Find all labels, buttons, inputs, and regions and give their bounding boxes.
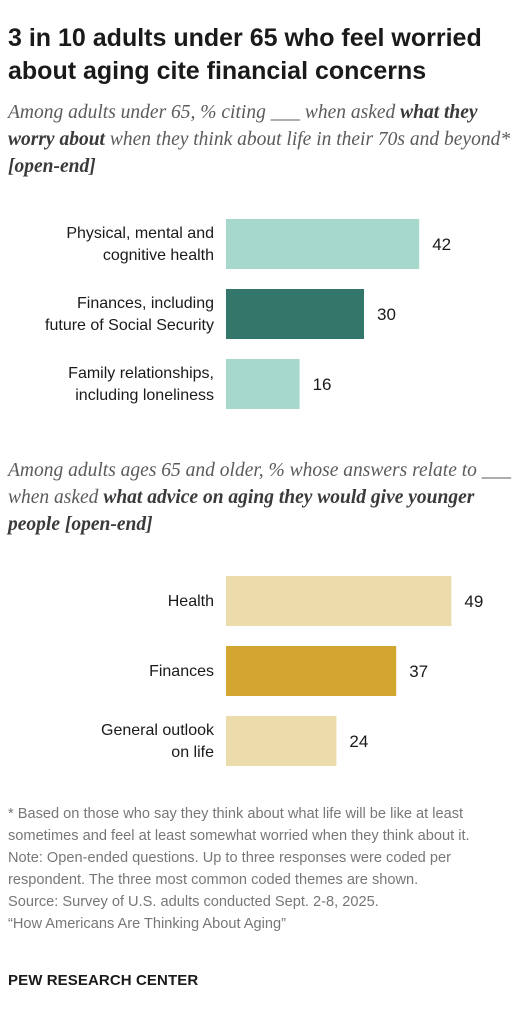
value-label-2-1: 49 [464, 592, 483, 611]
category-label-1-2-line-2: future of Social Security [45, 317, 214, 334]
category-label-2-3-line-2: on life [171, 744, 214, 761]
category-label-2-3-line-1: General outlook [101, 722, 215, 739]
bar-chart-worries-svg: 42 Physical, mental and cognitive health 30… [45, 219, 451, 409]
footnote-report-title: “How Americans Are Thinking About Aging” [8, 916, 286, 932]
bar-2-2 [226, 646, 397, 696]
category-label-1-1-line-2: cognitive health [103, 247, 214, 264]
category-label-1-3-line-2: including loneliness [75, 387, 214, 404]
chart-title: 3 in 10 adults under 65 who feel worried… [8, 24, 482, 85]
bar-chart-advice-svg: 49 Health 37 Finances 24 General outlook on li… [101, 576, 483, 766]
bar-chart-advice: 49 Health 37 Finances 24 General outlook on li… [0, 571, 526, 771]
category-label-2-1-line-1: Health [168, 593, 214, 610]
value-label-1-1: 42 [432, 235, 451, 254]
category-label-1-1-line-1: Physical, mental and [66, 225, 214, 242]
bar-2-3 [226, 716, 337, 766]
bar-2-1 [226, 576, 452, 626]
value-label-1-2: 30 [377, 305, 396, 324]
value-label-2-2: 37 [409, 662, 428, 681]
subtitle-1-text: Among adults under 65, % citing ___ when… [8, 102, 401, 123]
subtitle-1-tag: [open-end] [8, 156, 96, 177]
chart-subtitle-65-plus: Among adults ages 65 and older, % whose … [8, 457, 523, 538]
category-label-1-3-line-1: Family relationships, [68, 365, 214, 382]
value-label-1-3: 16 [313, 375, 332, 394]
subtitle-2-text: Among adults ages 65 and older, % whose … [8, 460, 512, 508]
footnote-note: Note: Open-ended questions. Up to three … [8, 850, 451, 888]
footnote-asterisk: * Based on those who say they think abou… [8, 806, 470, 844]
footnote-source: Source: Survey of U.S. adults conducted … [8, 894, 379, 910]
bar-1-1 [226, 219, 420, 269]
subtitle-1-emphasis: what they worry about [8, 102, 478, 150]
footnotes: * Based on those who say they think abou… [8, 803, 523, 935]
category-label-2-2-line-1: Finances [149, 663, 214, 680]
brand-logo-text: PEW RESEARCH CENTER [8, 972, 199, 989]
value-label-2-3: 24 [349, 732, 368, 751]
bar-chart-worries: 42 Physical, mental and cognitive health 30… [0, 214, 526, 414]
chart-subtitle-under-65: Among adults under 65, % citing ___ when… [8, 99, 523, 180]
subtitle-2-emphasis: what advice on aging they would give you… [8, 487, 475, 535]
bar-1-2 [226, 289, 364, 339]
category-label-1-2-line-1: Finances, including [77, 295, 214, 312]
bar-1-3 [226, 359, 300, 409]
subtitle-1-text-end: when they think about life in their 70s … [104, 129, 511, 150]
